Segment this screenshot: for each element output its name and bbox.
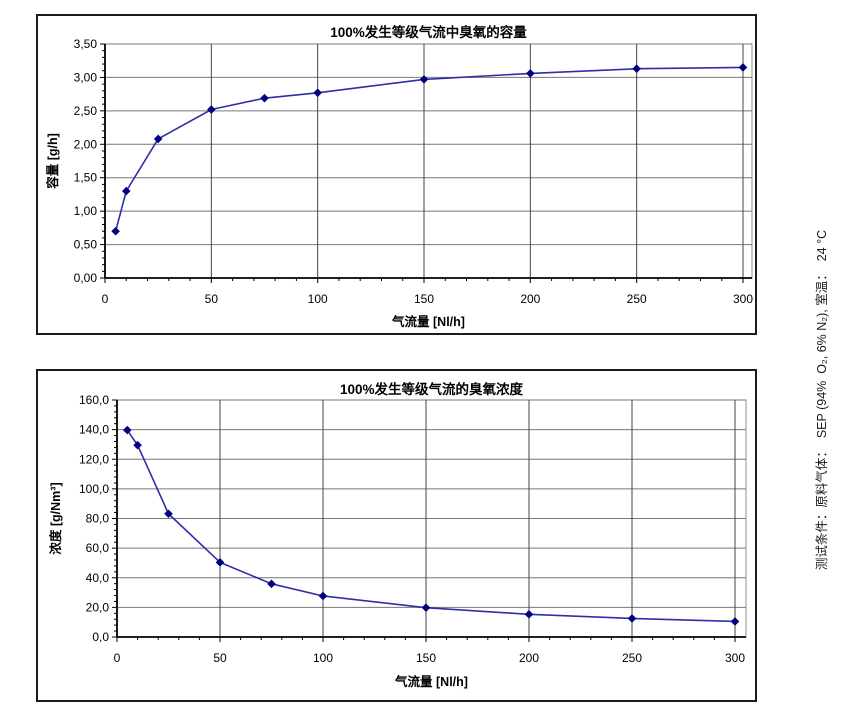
y-tick-label: 2,00 bbox=[74, 137, 98, 151]
test-conditions-note: 测试条件：原料气体： SEP (94% O₂, 6% N₂), 室温： 24 °… bbox=[815, 229, 829, 571]
data-point-marker bbox=[318, 591, 328, 601]
y-tick-label: 0,50 bbox=[74, 238, 98, 252]
x-tick-label: 300 bbox=[725, 651, 745, 665]
x-tick-label: 50 bbox=[213, 651, 227, 665]
data-point-marker bbox=[421, 603, 431, 612]
x-tick-label: 300 bbox=[733, 292, 753, 306]
y-axis-label: 浓度 [g/Nm³] bbox=[48, 482, 63, 554]
data-point-marker bbox=[419, 75, 429, 84]
y-tick-label: 2,50 bbox=[74, 104, 98, 118]
y-tick-label: 3,00 bbox=[74, 70, 98, 84]
data-point-marker bbox=[730, 617, 740, 626]
x-tick-label: 150 bbox=[416, 651, 436, 665]
y-tick-label: 20,0 bbox=[86, 600, 110, 614]
data-point-marker bbox=[313, 88, 322, 98]
ozone-concentration-chart-canvas: 0,0 20,0 40,0 60,0 80,0 100,0 120,0 140,0 160,0 0… bbox=[48, 381, 747, 689]
ozone-capacity-chart: 0,00 0,50 1,00 1,50 2,00 2,50 3,00 3,50 0 50 100 15… bbox=[36, 14, 757, 335]
ozone-concentration-chart: 0,0 20,0 40,0 60,0 80,0 100,0 120,0 140,0 160,0 0… bbox=[36, 369, 757, 702]
x-tick-label: 50 bbox=[205, 292, 219, 306]
data-point-marker bbox=[267, 579, 276, 589]
x-tick-label: 200 bbox=[519, 651, 539, 665]
x-tick-label: 100 bbox=[313, 651, 333, 665]
y-tick-label: 0,00 bbox=[74, 271, 98, 285]
ozone-capacity-chart-canvas: 0,00 0,50 1,00 1,50 2,00 2,50 3,00 3,50 0 50 100 15… bbox=[45, 24, 753, 329]
data-point-marker bbox=[627, 614, 637, 623]
data-point-marker bbox=[153, 134, 163, 144]
y-tick-label: 80,0 bbox=[86, 512, 110, 526]
data-point-marker bbox=[526, 69, 535, 78]
data-point-marker bbox=[207, 105, 216, 114]
x-tick-label: 250 bbox=[627, 292, 647, 306]
series-line bbox=[126, 429, 736, 623]
data-point-marker bbox=[524, 610, 534, 619]
data-point-marker bbox=[121, 186, 131, 196]
x-tick-label: 0 bbox=[102, 292, 109, 306]
chart-title: 100%发生等级气流中臭氧的容量 bbox=[330, 24, 527, 40]
y-tick-label: 1,00 bbox=[74, 204, 98, 218]
x-tick-label: 100 bbox=[308, 292, 328, 306]
data-point-marker bbox=[632, 64, 641, 74]
x-tick-label: 0 bbox=[114, 651, 121, 665]
chart-title: 100%发生等级气流的臭氧浓度 bbox=[340, 381, 524, 397]
y-tick-label: 0,0 bbox=[92, 630, 109, 644]
y-tick-label: 100,0 bbox=[79, 482, 109, 496]
x-axis-label: 气流量 [Nl/h] bbox=[394, 674, 468, 689]
data-point-marker bbox=[111, 226, 120, 236]
y-tick-label: 120,0 bbox=[79, 452, 109, 466]
x-tick-label: 200 bbox=[520, 292, 540, 306]
series-line bbox=[114, 66, 744, 232]
y-tick-label: 60,0 bbox=[86, 541, 110, 555]
y-tick-label: 3,50 bbox=[74, 37, 98, 51]
x-axis-label: 气流量 [Nl/h] bbox=[391, 314, 465, 329]
y-tick-label: 140,0 bbox=[79, 423, 109, 437]
y-tick-label: 160,0 bbox=[79, 393, 109, 407]
x-tick-label: 150 bbox=[414, 292, 434, 306]
data-point-marker bbox=[738, 63, 748, 72]
y-tick-label: 40,0 bbox=[86, 571, 110, 585]
data-point-marker bbox=[215, 558, 225, 567]
y-axis-label: 容量 [g/h] bbox=[45, 133, 60, 190]
y-tick-label: 1,50 bbox=[74, 171, 98, 185]
data-point-marker bbox=[260, 93, 269, 103]
x-tick-label: 250 bbox=[622, 651, 642, 665]
